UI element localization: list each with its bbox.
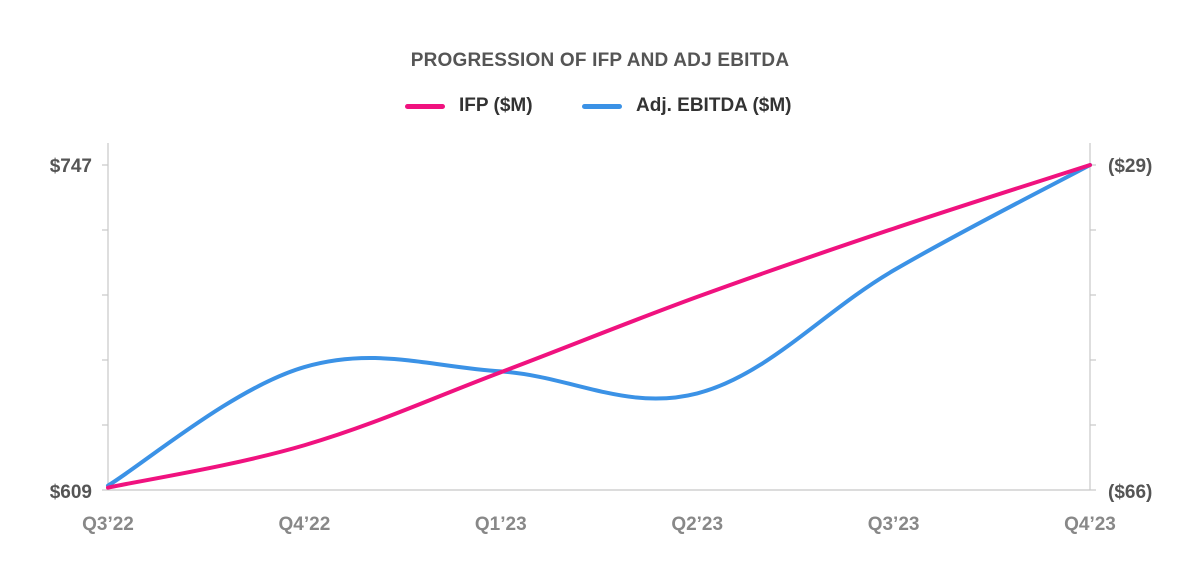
left-axis-max-label: $747 xyxy=(50,156,92,177)
x-tick-label: Q4’23 xyxy=(1064,514,1116,535)
right-axis-max-label: ($29) xyxy=(1108,156,1152,177)
series-lines xyxy=(106,163,1092,490)
left-axis-min-label: $609 xyxy=(50,482,92,503)
x-tick-label: Q3’22 xyxy=(82,514,134,535)
legend-label-ifp: IFP ($M) xyxy=(459,95,533,116)
legend-item-ifp: IFP ($M) xyxy=(405,93,533,119)
x-tick-label: Q1’23 xyxy=(475,514,527,535)
x-tick-label: Q4’22 xyxy=(279,514,331,535)
series-line-ifp xyxy=(106,163,1092,490)
legend-swatch-ifp xyxy=(405,103,445,109)
tick-labels: Q3’22 Q4’22 Q1’23 Q2’23 Q3’23 Q4’23 $747 $609 ($… xyxy=(50,156,1153,535)
axes xyxy=(102,143,1096,491)
x-tick-label: Q2’23 xyxy=(671,514,723,535)
legend-swatch-ebitda xyxy=(582,103,622,109)
legend-item-ebitda: Adj. EBITDA ($M) xyxy=(582,93,792,119)
series-line-adj-ebitda xyxy=(106,163,1092,488)
chart-title: PROGRESSION OF IFP AND ADJ EBITDA xyxy=(410,50,790,71)
legend: IFP ($M) Adj. EBITDA ($M) xyxy=(0,93,1200,119)
right-axis-min-label: ($66) xyxy=(1108,482,1152,503)
legend-label-ebitda: Adj. EBITDA ($M) xyxy=(636,95,792,116)
x-tick-label: Q3’23 xyxy=(868,514,920,535)
